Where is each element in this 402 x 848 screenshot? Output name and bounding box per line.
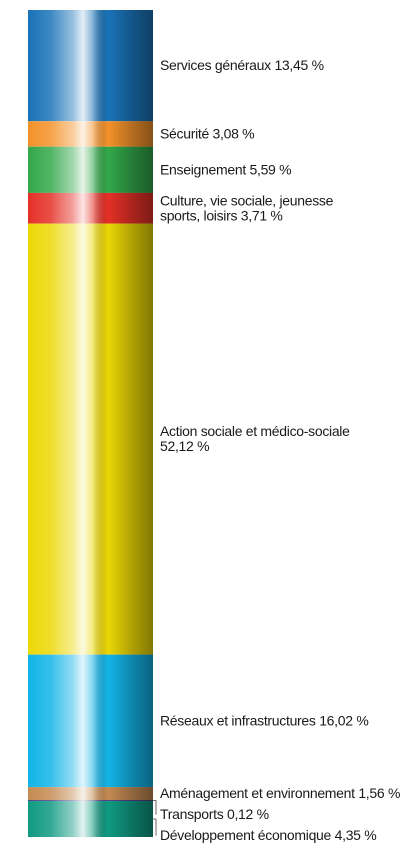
label-services: Services généraux 13,45 % [160,57,324,73]
segment-labels: Services généraux 13,45 % Sécurité 3,08 %… [153,57,400,843]
leader-line-transports [153,800,157,815]
bar-segments [28,10,153,837]
label-line: Transports 0,12 % [160,806,269,822]
label-action: Action sociale et médico-sociale 52,12 % [160,423,350,454]
bar-segment-action [28,223,153,655]
label-culture: Culture, vie sociale, jeunesse sports, lo… [160,192,334,223]
leader-line-developpement [153,818,157,836]
label-line: Aménagement et environnement 1,56 % [160,785,400,801]
bar-segment-culture [28,192,153,224]
bar-segment-securite [28,121,153,147]
bar-segment-transports [28,800,153,802]
label-enseignement: Enseignement 5,59 % [160,161,291,177]
bar-segment-enseignement [28,146,153,193]
label-developpement: Développement économique 4,35 % [160,827,376,843]
label-line: Culture, vie sociale, jeunesse [160,192,334,208]
label-transports: Transports 0,12 % [160,806,269,822]
label-line: Réseaux et infrastructures 16,02 % [160,712,368,728]
label-line: Action sociale et médico-sociale [160,423,350,439]
label-line: Enseignement 5,59 % [160,161,291,177]
label-amenagement: Aménagement et environnement 1,56 % [160,785,400,801]
bar-segment-amenagement [28,787,153,801]
label-line: Services généraux 13,45 % [160,57,324,73]
label-reseaux: Réseaux et infrastructures 16,02 % [160,712,368,728]
bar-segment-reseaux [28,654,153,788]
label-line: Développement économique 4,35 % [160,827,376,843]
label-line: Sécurité 3,08 % [160,125,254,141]
bar-segment-services [28,10,153,122]
label-securite: Sécurité 3,08 % [160,125,254,141]
bar-segment-developpement [28,801,153,837]
label-line: sports, loisirs 3,71 % [160,207,283,223]
label-line: 52,12 % [160,438,209,454]
